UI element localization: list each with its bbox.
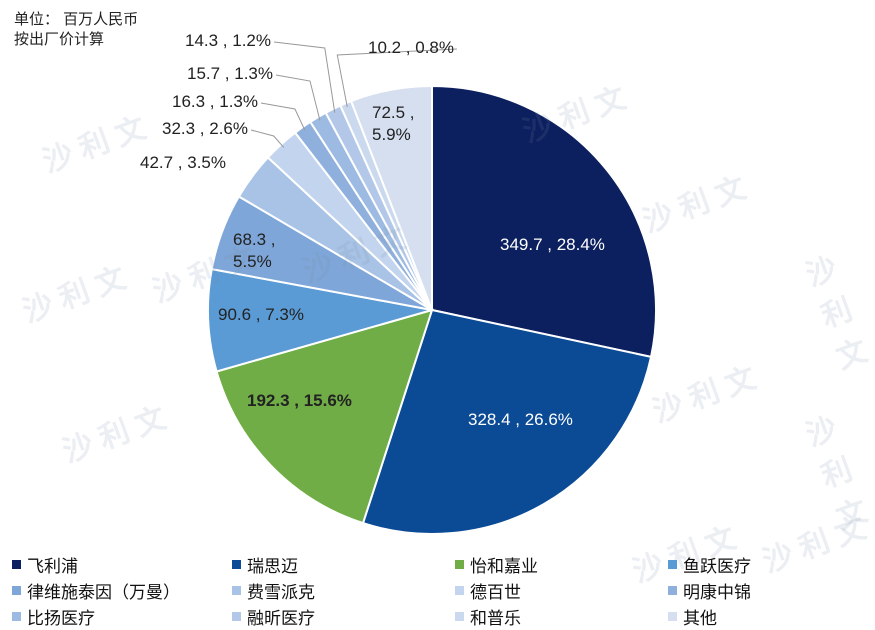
legend-item: 怡和嘉业 — [455, 552, 538, 577]
legend-item: 飞利浦 — [12, 552, 78, 577]
legend-swatch — [232, 560, 241, 569]
legend-label: 融昕医疗 — [247, 609, 315, 628]
data-label: 90.6 , 7.3% — [218, 305, 305, 324]
legend-item: 律维施泰因（万曼） — [12, 578, 180, 603]
pie-slice — [349, 84, 433, 311]
pie-slice — [207, 267, 433, 373]
legend-label: 和普乐 — [470, 609, 521, 628]
legend-label: 律维施泰因（万曼） — [27, 583, 180, 602]
leader-line — [275, 74, 321, 121]
legend-swatch — [668, 612, 677, 621]
data-label: 349.7 , 28.4% — [500, 235, 605, 254]
legend-swatch — [12, 612, 21, 621]
legend-swatch — [12, 586, 21, 595]
legend-swatch — [12, 560, 21, 569]
legend-label: 鱼跃医疗 — [683, 557, 751, 576]
data-label: 15.7 , 1.3% — [187, 64, 274, 83]
legend-swatch — [232, 612, 241, 621]
data-label: 16.3 , 1.3% — [172, 92, 259, 111]
legend-label: 比扬医疗 — [27, 609, 95, 628]
legend-label: 明康中锦 — [683, 583, 751, 602]
legend-item: 比扬医疗 — [12, 604, 95, 629]
pie-slice — [361, 308, 653, 535]
legend-swatch — [232, 586, 241, 595]
leader-line — [273, 41, 336, 113]
leader-line — [260, 102, 306, 131]
legend-swatch — [455, 560, 464, 569]
legend-swatch — [668, 586, 677, 595]
leader-line — [250, 129, 285, 148]
data-label: 32.3 , 2.6% — [162, 119, 249, 138]
data-label: 68.3 , 5.5% — [233, 230, 276, 271]
legend-item: 费雪派克 — [232, 578, 315, 603]
legend-label: 怡和嘉业 — [470, 557, 538, 576]
legend-swatch — [668, 560, 677, 569]
data-label: 14.3 , 1.2% — [185, 31, 272, 50]
data-label: 10.2 , 0.8% — [368, 38, 455, 57]
legend-label: 瑞思迈 — [247, 557, 298, 576]
legend-label: 德百世 — [470, 583, 521, 602]
legend-label: 其他 — [683, 609, 717, 628]
legend-item: 德百世 — [455, 578, 521, 603]
legend-item: 明康中锦 — [668, 578, 751, 603]
unit-note: 单位： 百万人民币 — [14, 11, 139, 28]
legend-item: 鱼跃医疗 — [668, 552, 751, 577]
pie-slice — [215, 308, 434, 525]
legend-label: 费雪派克 — [247, 583, 315, 602]
legend-item: 其他 — [668, 604, 717, 629]
data-label: 328.4 , 26.6% — [468, 410, 573, 429]
unit-note: 按出厂价计算 — [14, 31, 105, 48]
legend-label: 飞利浦 — [27, 557, 78, 576]
pie-slice — [431, 84, 657, 359]
legend-swatch — [455, 586, 464, 595]
data-label: 72.5 , 5.9% — [372, 103, 415, 144]
data-label: 42.7 , 3.5% — [140, 153, 227, 172]
data-label: 192.3 , 15.6% — [247, 391, 352, 410]
legend-item: 和普乐 — [455, 604, 521, 629]
legend-item: 融昕医疗 — [232, 604, 315, 629]
legend-item: 瑞思迈 — [232, 552, 298, 577]
legend-swatch — [455, 612, 464, 621]
leader-line — [336, 48, 458, 108]
